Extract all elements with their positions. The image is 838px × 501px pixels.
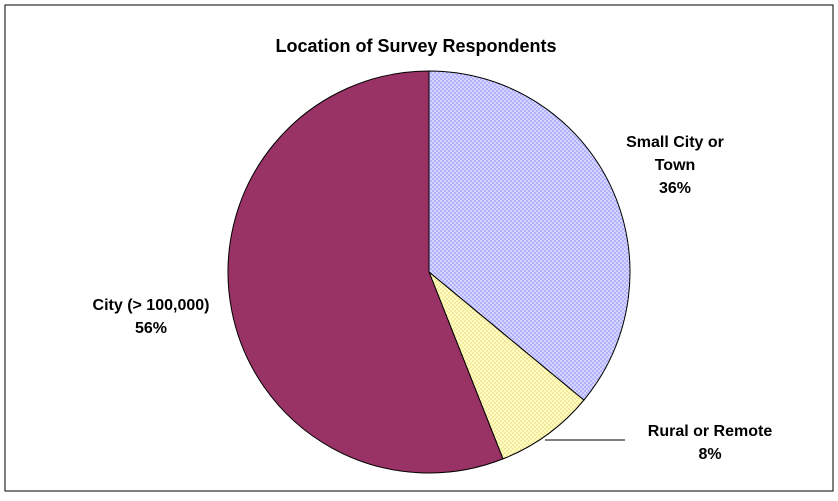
pie-slice — [227, 70, 504, 474]
slice-value-label: 36% — [659, 180, 691, 197]
pie-slice — [428, 271, 585, 460]
pie-slice — [428, 70, 631, 401]
slice-label: City (> 100,000) — [93, 297, 210, 314]
slice-label: Town — [655, 157, 696, 174]
chart-title: Location of Survey Respondents — [275, 36, 556, 56]
slice-label: Rural or Remote — [648, 423, 773, 440]
slice-label: Small City or — [626, 134, 724, 151]
slice-value-label: 8% — [698, 446, 721, 463]
slice-value-label: 56% — [135, 320, 167, 337]
